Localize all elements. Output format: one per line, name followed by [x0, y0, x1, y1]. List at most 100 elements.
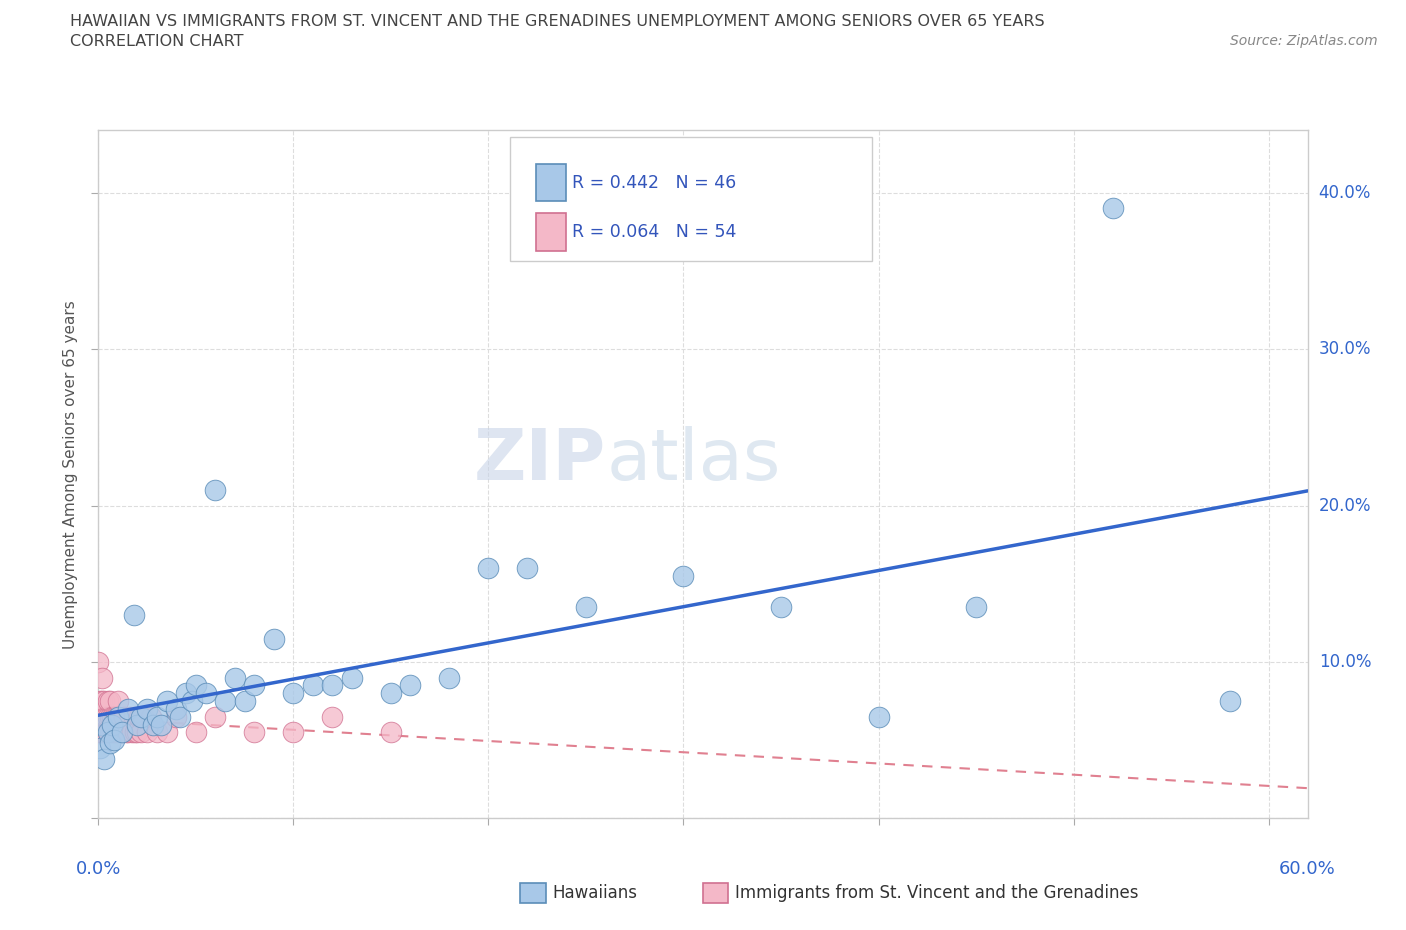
Point	[149, 717, 172, 732]
Point	[243, 678, 266, 693]
FancyBboxPatch shape	[536, 164, 567, 202]
Point	[96, 725, 118, 740]
Point	[91, 725, 114, 740]
Point	[97, 694, 120, 709]
Y-axis label: Unemployment Among Seniors over 65 years: Unemployment Among Seniors over 65 years	[63, 300, 79, 649]
Point	[165, 701, 187, 716]
Text: 0.0%: 0.0%	[76, 859, 121, 878]
Point	[98, 736, 121, 751]
Point	[156, 725, 179, 740]
Point	[121, 725, 143, 740]
Point	[516, 561, 538, 576]
Text: 30.0%: 30.0%	[1319, 340, 1371, 358]
Point	[108, 725, 131, 740]
Point	[93, 710, 115, 724]
Text: Source: ZipAtlas.com: Source: ZipAtlas.com	[1230, 34, 1378, 48]
Point	[136, 725, 159, 740]
Point	[672, 568, 695, 583]
Point	[233, 694, 256, 709]
Point	[103, 710, 125, 724]
Point	[101, 717, 124, 732]
Point	[117, 701, 139, 716]
Point	[124, 725, 146, 740]
Point	[87, 655, 110, 670]
Point	[96, 710, 118, 724]
Point	[98, 725, 121, 740]
Point	[97, 725, 120, 740]
Point	[122, 607, 145, 622]
Point	[93, 751, 115, 766]
Point	[101, 710, 124, 724]
Point	[194, 685, 217, 700]
Point	[98, 694, 121, 709]
Point	[139, 710, 162, 724]
Point	[112, 710, 135, 724]
Point	[243, 725, 266, 740]
Point	[107, 694, 129, 709]
Point	[399, 678, 422, 693]
Point	[380, 685, 402, 700]
Point	[204, 710, 226, 724]
Point	[321, 678, 343, 693]
Point	[127, 717, 149, 732]
Text: 40.0%: 40.0%	[1319, 184, 1371, 202]
Point	[103, 725, 125, 740]
Point	[136, 701, 159, 716]
Point	[380, 725, 402, 740]
Point	[769, 600, 792, 615]
Point	[89, 710, 111, 724]
FancyBboxPatch shape	[509, 137, 872, 261]
Point	[91, 710, 114, 724]
Point	[128, 710, 150, 724]
Text: R = 0.442   N = 46: R = 0.442 N = 46	[572, 174, 737, 192]
Point	[477, 561, 499, 576]
Point	[283, 725, 305, 740]
Point	[89, 694, 111, 709]
Text: R = 0.064   N = 54: R = 0.064 N = 54	[572, 223, 737, 241]
Point	[184, 678, 207, 693]
Text: CORRELATION CHART: CORRELATION CHART	[70, 34, 243, 49]
Point	[103, 733, 125, 748]
Point	[184, 725, 207, 740]
Point	[118, 710, 141, 724]
Point	[91, 694, 114, 709]
Text: Hawaiians: Hawaiians	[553, 884, 637, 902]
Point	[98, 710, 121, 724]
Point	[122, 710, 145, 724]
Point	[131, 725, 153, 740]
Point	[1219, 694, 1241, 709]
Point	[146, 710, 169, 724]
Point	[111, 725, 134, 740]
Point	[868, 710, 890, 724]
Point	[169, 710, 191, 724]
Point	[965, 600, 987, 615]
Point	[97, 725, 120, 740]
Point	[214, 694, 236, 709]
Point	[1101, 201, 1123, 216]
Point	[204, 483, 226, 498]
Point	[224, 671, 246, 685]
Point	[263, 631, 285, 646]
Point	[156, 694, 179, 709]
Text: 60.0%: 60.0%	[1279, 859, 1336, 878]
Point	[142, 717, 165, 732]
Point	[181, 694, 204, 709]
Point	[87, 725, 110, 740]
Point	[107, 710, 129, 724]
Point	[107, 725, 129, 740]
Point	[104, 710, 127, 724]
Point	[93, 725, 115, 740]
Point	[91, 671, 114, 685]
Point	[340, 671, 363, 685]
Point	[111, 725, 134, 740]
Point	[91, 717, 114, 732]
Point	[114, 725, 136, 740]
Text: HAWAIIAN VS IMMIGRANTS FROM ST. VINCENT AND THE GRENADINES UNEMPLOYMENT AMONG SE: HAWAIIAN VS IMMIGRANTS FROM ST. VINCENT …	[70, 14, 1045, 29]
Point	[575, 600, 598, 615]
Point	[101, 725, 124, 740]
Text: ZIP: ZIP	[474, 426, 606, 495]
Text: 10.0%: 10.0%	[1319, 653, 1371, 671]
Point	[302, 678, 325, 693]
Point	[131, 710, 153, 724]
Text: atlas: atlas	[606, 426, 780, 495]
